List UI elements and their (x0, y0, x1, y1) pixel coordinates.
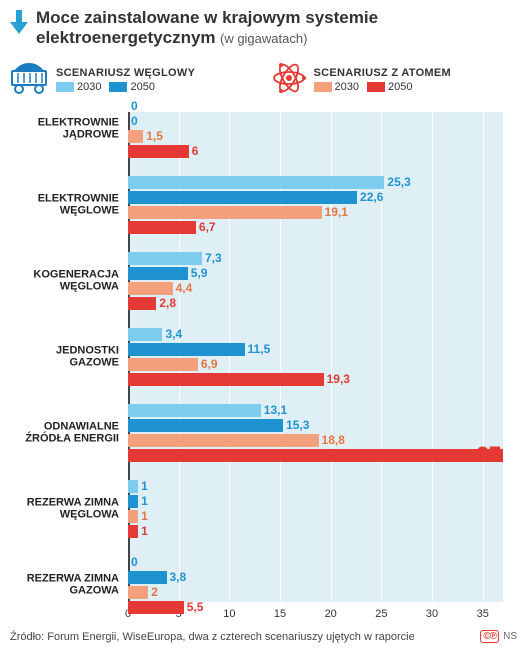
chart-title: Moce zainstalowane w krajowym systemie e… (36, 8, 378, 47)
bar: 3,8 (128, 571, 167, 584)
bar: 2,8 (128, 297, 156, 310)
bar-value-label: 1 (138, 479, 148, 493)
bar-group: 13,115,318,837 (128, 404, 503, 462)
bar: 15,3 (128, 419, 283, 432)
bar-value-label: 0 (128, 114, 138, 128)
category-label: ODNAWIALNE ŹRÓDŁA ENERGII (8, 420, 123, 445)
category-group: REZERWA ZIMNA GAZOWA03,825,5 (8, 556, 503, 614)
bar-value-label: 3,4 (162, 327, 182, 341)
categories: ELEKTROWNIE JĄDROWE 0 0 1,5 6 ELEKTROWNIE WĘG… (8, 112, 503, 602)
category-label: JEDNOSTKI GAZOWE (8, 344, 123, 369)
chart-subtitle: (w gigawatach) (220, 31, 307, 46)
bar-value-label: 0 (128, 555, 138, 569)
bar-value-label: 0 (128, 99, 138, 113)
bar-value-label: 22,6 (357, 190, 383, 204)
bar-value-label: 1 (138, 494, 148, 508)
bar-value-label: 25,3 (384, 175, 410, 189)
bar-value-label: 19,1 (322, 205, 348, 219)
bar-value-label: 2,8 (156, 296, 176, 310)
chart-header: Moce zainstalowane w krajowym systemie e… (0, 0, 527, 53)
swatch-coal-2030 (56, 82, 74, 92)
bar: 11,5 (128, 343, 245, 356)
bar-value-label: 6 (189, 144, 199, 158)
bar: 19,3 (128, 373, 324, 386)
arrow-down-icon (8, 10, 30, 41)
bar: 1 (128, 510, 138, 523)
legend-coal-2030-label: 2030 (77, 81, 101, 93)
category-label: ELEKTROWNIE WĘGLOWE (8, 192, 123, 217)
bar: 2 (128, 586, 148, 599)
bar-value-label: 6,9 (198, 357, 218, 371)
bar: 7,3 (128, 252, 202, 265)
bar-value-label: 1 (138, 509, 148, 523)
bar: 25,3 (128, 176, 384, 189)
bar: 1,5 (128, 130, 143, 143)
bar-value-label: 5,9 (188, 266, 208, 280)
legend-atom-title: SCENARIUSZ Z ATOMEM (314, 67, 452, 79)
category-label: ELEKTROWNIE JĄDROWE (8, 116, 123, 141)
bar-value-label: 1 (138, 524, 148, 538)
bar-value-label: 4,4 (173, 281, 193, 295)
bar-chart: 05101520253035 ELEKTROWNIE JĄDROWE001,56… (8, 112, 513, 630)
category-group: KOGENERACJA WĘGLOWA7,35,94,42,8 (8, 252, 503, 310)
bar-value-label: 19,3 (324, 372, 350, 386)
bar: 22,6 (128, 191, 357, 204)
bar: 6,7 (128, 221, 196, 234)
bar: 6,9 (128, 358, 198, 371)
category-group: ODNAWIALNE ŹRÓDŁA ENERGII13,115,318,837 (8, 404, 503, 462)
legend-coal-2050-label: 2050 (130, 81, 154, 93)
bar-group: 001,56 (128, 100, 503, 158)
legend-coal-title: SCENARIUSZ WĘGLOWY (56, 67, 195, 79)
bar: 1 (128, 495, 138, 508)
category-group: JEDNOSTKI GAZOWE3,411,56,919,3 (8, 328, 503, 386)
bar: 5,5 (128, 601, 184, 614)
swatch-coal-2050 (109, 82, 127, 92)
category-label: KOGENERACJA WĘGLOWA (8, 268, 123, 293)
bar: 37 (128, 449, 503, 462)
bar-group: 3,411,56,919,3 (128, 328, 503, 386)
bar: 19,1 (128, 206, 322, 219)
coal-wagon-icon (8, 61, 50, 100)
bar: 18,8 (128, 434, 319, 447)
bar: 13,1 (128, 404, 261, 417)
title-block: Moce zainstalowane w krajowym systemie e… (36, 8, 519, 49)
category-group: ELEKTROWNIE JĄDROWE001,56 (8, 100, 503, 158)
bar-value-label: 6,7 (196, 220, 216, 234)
category-label: REZERWA ZIMNA WĘGLOWA (8, 496, 123, 521)
swatch-atom-2050 (367, 82, 385, 92)
source-text: Źródło: Forum Energii, WiseEuropa, dwa z… (10, 631, 415, 643)
bar: 1 (128, 480, 138, 493)
bar: 5,9 (128, 267, 188, 280)
ns-badge: NS (503, 631, 517, 642)
bar-group: 03,825,5 (128, 556, 503, 614)
bar: 6 (128, 145, 189, 158)
bar-value-label: 37 (477, 442, 501, 468)
legend-atom: SCENARIUSZ Z ATOMEM 2030 2050 (270, 59, 520, 102)
bar-value-label: 2 (148, 585, 158, 599)
legend-coal: SCENARIUSZ WĘGLOWY 2030 2050 (8, 61, 258, 100)
swatch-atom-2030 (314, 82, 332, 92)
bar-value-label: 11,5 (245, 342, 271, 356)
bar: 3,4 (128, 328, 162, 341)
bar-group: 1111 (128, 480, 503, 538)
legend-atom-2030-label: 2030 (335, 81, 359, 93)
copyright-badge: ©℗ (480, 630, 499, 643)
bar-value-label: 18,8 (319, 433, 345, 447)
atom-icon (270, 59, 308, 102)
legend-atom-2050-label: 2050 (388, 81, 412, 93)
category-group: REZERWA ZIMNA WĘGLOWA1111 (8, 480, 503, 538)
category-label: REZERWA ZIMNA GAZOWA (8, 572, 123, 597)
bar: 4,4 (128, 282, 173, 295)
bar-value-label: 5,5 (184, 600, 204, 614)
bar-value-label: 3,8 (167, 570, 187, 584)
bar-value-label: 13,1 (261, 403, 287, 417)
bar-value-label: 15,3 (283, 418, 309, 432)
source-line: Źródło: Forum Energii, WiseEuropa, dwa z… (10, 630, 517, 643)
bar-value-label: 1,5 (143, 129, 163, 143)
bar-value-label: 7,3 (202, 251, 222, 265)
bar: 1 (128, 525, 138, 538)
bar-group: 7,35,94,42,8 (128, 252, 503, 310)
bar-group: 25,322,619,16,7 (128, 176, 503, 234)
category-group: ELEKTROWNIE WĘGLOWE25,322,619,16,7 (8, 176, 503, 234)
